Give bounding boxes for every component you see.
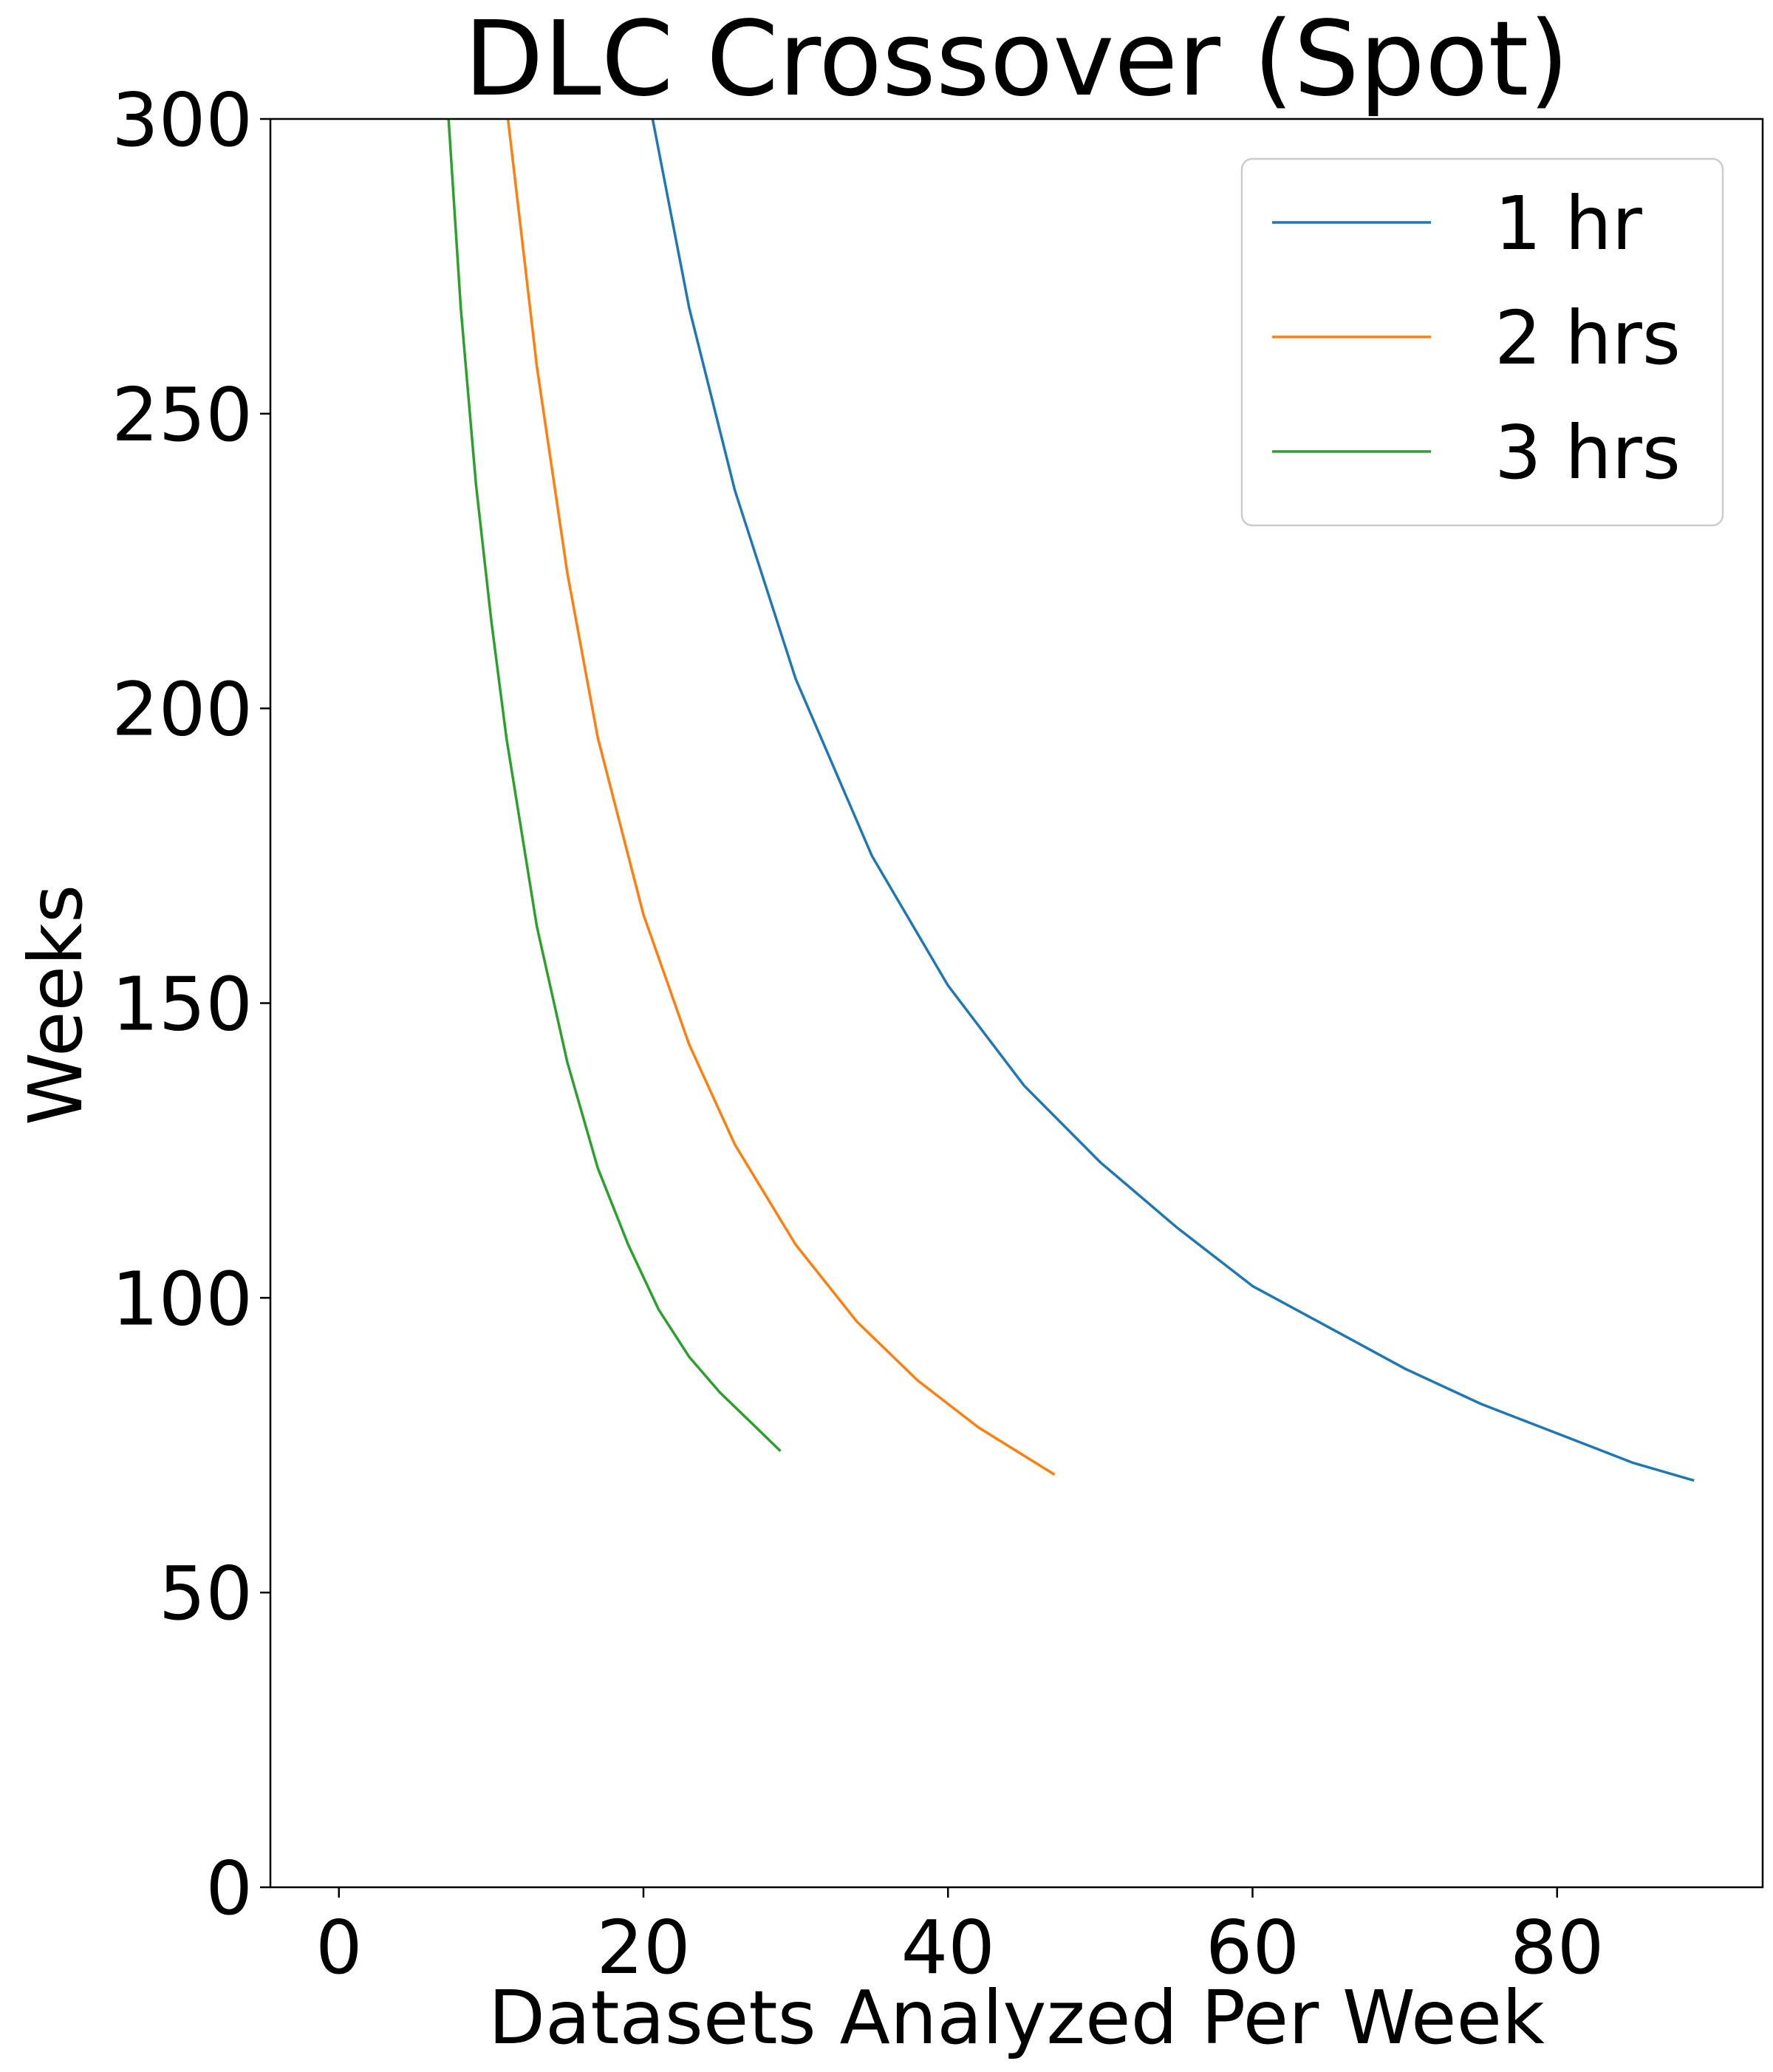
y-axis-label: Weeks (13, 885, 99, 1125)
chart-title: DLC Crossover (Spot) (464, 0, 1569, 120)
legend-label-2: 2 hrs (1494, 295, 1681, 381)
x-tick-label: 60 (1206, 1904, 1299, 1991)
y-tick-label: 100 (112, 1255, 253, 1342)
x-tick-label: 20 (596, 1904, 690, 1991)
y-tick-label: 250 (112, 372, 253, 458)
x-tick-label: 0 (315, 1904, 363, 1991)
legend-box (1240, 157, 1724, 527)
legend-label-3: 3 hrs (1494, 409, 1681, 496)
series-line-1 (651, 119, 1695, 1482)
axes-layer: 0 20 40 60 80 0 50 100 150 200 250 300 (112, 77, 1764, 1991)
legend: 1 hr 2 hrs 3 hrs (1240, 157, 1724, 527)
x-tick-label: 40 (901, 1904, 995, 1991)
y-tick-label: 300 (112, 77, 253, 163)
x-tick-label: 80 (1510, 1904, 1604, 1991)
x-axis-label: Datasets Analyzed Per Week (488, 1974, 1545, 2061)
series-layer (447, 119, 1695, 1482)
y-tick-label: 200 (112, 667, 253, 753)
y-tick-label: 50 (159, 1550, 253, 1637)
series-line-2 (506, 119, 1056, 1476)
series-line-3 (447, 119, 782, 1452)
legend-label-1: 1 hr (1494, 180, 1643, 267)
y-tick-label: 150 (112, 961, 253, 1048)
y-tick-label: 0 (205, 1845, 253, 1932)
